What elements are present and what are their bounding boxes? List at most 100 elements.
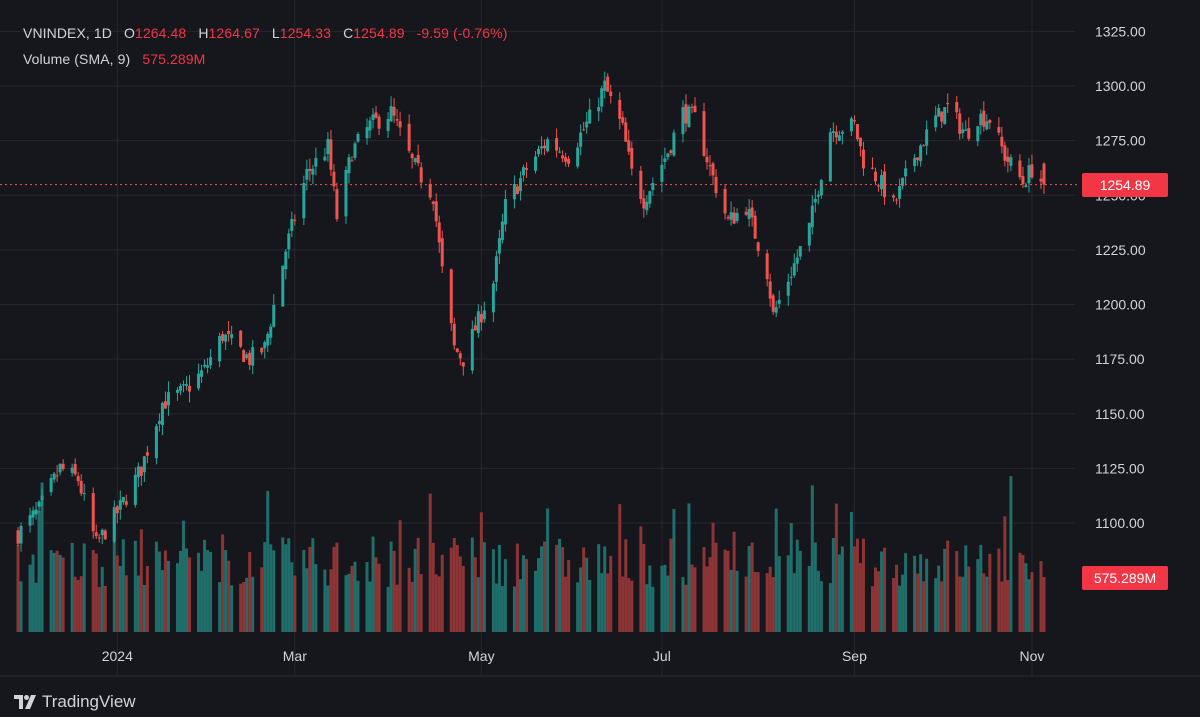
volume-bar xyxy=(606,573,610,632)
candle-body xyxy=(311,168,315,175)
candle-body xyxy=(428,184,432,198)
volume-bar xyxy=(218,582,222,632)
volume-bar xyxy=(200,570,204,632)
volume-bar xyxy=(961,576,965,632)
volume-bar xyxy=(1027,579,1031,632)
candle-body xyxy=(479,314,483,323)
candle-body xyxy=(97,537,101,539)
candle-body xyxy=(512,184,516,200)
candle-body xyxy=(711,163,715,176)
candle-body xyxy=(534,156,538,171)
volume-bar xyxy=(28,564,32,632)
volume-bar xyxy=(753,571,757,632)
candle-body xyxy=(434,201,438,222)
candle-body xyxy=(540,146,544,149)
volume-bar xyxy=(224,550,228,632)
volume-bar xyxy=(142,584,146,632)
volume-bars xyxy=(16,476,1046,632)
candle-body xyxy=(476,311,480,334)
candle-body xyxy=(786,281,790,296)
candle-body xyxy=(395,119,399,121)
volume-bar xyxy=(452,538,456,632)
volume-bar xyxy=(684,584,688,632)
volume-bar xyxy=(284,544,288,632)
candle-body xyxy=(861,149,865,169)
volume-bar xyxy=(329,569,333,632)
symbol-label[interactable]: VNINDEX, 1D xyxy=(23,25,113,41)
volume-bar xyxy=(711,522,715,632)
candle-body xyxy=(206,365,210,368)
volume-bar xyxy=(133,540,137,632)
open-label: O xyxy=(124,25,136,41)
candle-body xyxy=(735,213,739,221)
volume-bar xyxy=(645,584,649,632)
candle-body xyxy=(937,108,941,117)
candle-body xyxy=(705,156,709,163)
candle-body xyxy=(588,109,592,124)
volume-bar xyxy=(52,552,56,632)
candle-body xyxy=(266,333,270,346)
volume-bar xyxy=(266,490,270,632)
volume-bar xyxy=(497,544,501,632)
candle-body xyxy=(837,135,841,141)
candle-body xyxy=(777,299,781,304)
volume-bar xyxy=(94,553,98,632)
volume-bar xyxy=(663,564,667,632)
volume-bar xyxy=(693,567,697,632)
candle-body xyxy=(70,467,74,473)
volume-bar xyxy=(251,576,255,632)
candle-body xyxy=(1018,160,1022,178)
candle-body xyxy=(768,281,772,299)
volume-bar xyxy=(515,543,519,632)
candle-body xyxy=(925,129,929,146)
candle-body xyxy=(524,168,528,170)
volume-bar xyxy=(985,576,989,632)
volume-bar xyxy=(600,573,604,632)
candle-body xyxy=(958,113,962,134)
candle-body xyxy=(112,507,116,542)
candle-body xyxy=(816,194,820,197)
candle-body xyxy=(458,353,462,359)
close-value: 1254.89 xyxy=(353,25,405,41)
volume-bar xyxy=(118,566,122,632)
candle-body xyxy=(115,506,119,514)
candle-body xyxy=(852,120,856,122)
volume-bar xyxy=(789,523,793,632)
candle-body xyxy=(136,466,140,478)
volume-bar xyxy=(669,538,673,632)
volume-bar xyxy=(97,586,101,632)
volume-bar xyxy=(828,583,832,632)
last-volume-tag: 575.289M xyxy=(1082,566,1168,590)
low-value: 1254.33 xyxy=(279,25,332,41)
candle-body xyxy=(546,139,550,152)
close-label: C xyxy=(343,25,354,41)
volume-bar xyxy=(819,581,823,632)
candle-body xyxy=(239,330,243,347)
volume-bar xyxy=(546,508,550,632)
volume-bar xyxy=(175,563,179,632)
candle-body xyxy=(437,222,441,243)
candle-body xyxy=(365,127,369,139)
volume-bar xyxy=(750,542,754,632)
volume-bar xyxy=(166,560,170,632)
candle-body xyxy=(985,121,989,130)
volume-bar xyxy=(350,565,354,632)
volume-bar xyxy=(344,575,348,632)
volume-bar xyxy=(40,482,44,632)
volume-bar xyxy=(765,573,769,632)
volume-bar xyxy=(855,538,859,632)
volume-bar xyxy=(976,559,980,632)
volume-bar xyxy=(880,551,884,632)
volume-bar xyxy=(621,576,625,632)
candle-body xyxy=(609,91,613,96)
volume-bar xyxy=(934,578,938,632)
candle-body xyxy=(413,158,417,163)
candle-body xyxy=(750,207,754,218)
candle-body xyxy=(392,106,396,116)
volume-bar xyxy=(943,548,947,632)
tradingview-brand[interactable]: TradingView xyxy=(14,692,136,712)
volume-label[interactable]: Volume (SMA, 9) xyxy=(23,51,131,67)
volume-bar xyxy=(305,568,309,632)
candle-body xyxy=(756,242,760,252)
